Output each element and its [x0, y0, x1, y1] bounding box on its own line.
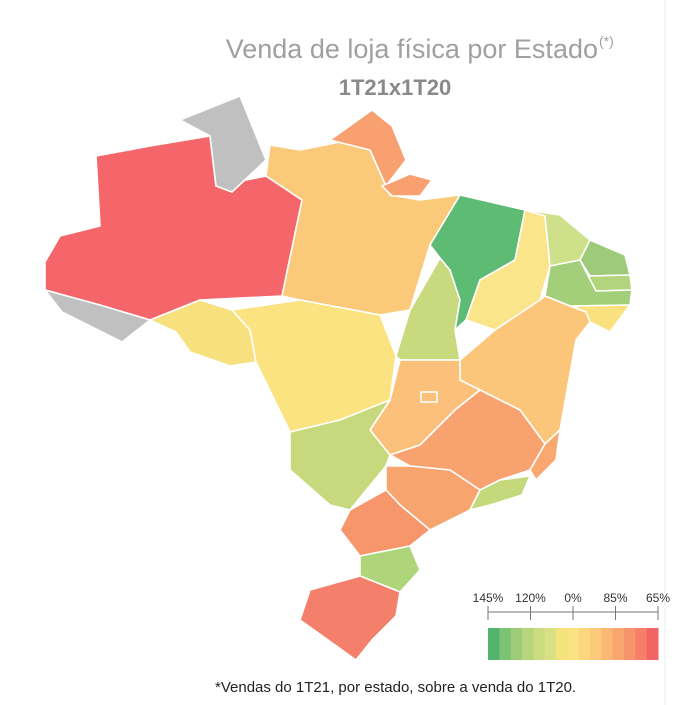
- state-rs: [299, 575, 401, 661]
- legend-label: 120%: [515, 591, 546, 605]
- legend-swatch: [578, 628, 591, 660]
- state-ap: [329, 109, 407, 187]
- legend-swatch: [510, 628, 523, 660]
- state-es: [529, 429, 561, 481]
- legend-swatch: [556, 628, 568, 660]
- legend: 145% 120% 0% 85% 65%: [473, 591, 670, 660]
- legend-swatch: [646, 628, 659, 660]
- subtitle: 1T21x1T20: [339, 75, 452, 100]
- legend-swatch: [488, 628, 500, 660]
- legend-label: 0%: [564, 591, 582, 605]
- title-note: (*): [599, 33, 614, 49]
- title: Venda de loja física por Estado: [226, 34, 598, 64]
- legend-swatch: [612, 628, 625, 660]
- legend-swatch: [533, 628, 546, 660]
- legend-swatch: [635, 628, 648, 660]
- legend-swatch: [590, 628, 602, 660]
- legend-label: 145%: [473, 591, 504, 605]
- legend-label: 85%: [603, 591, 627, 605]
- island-marajo: [381, 173, 433, 197]
- state-sc: [359, 545, 421, 593]
- legend-swatch: [567, 628, 580, 660]
- legend-swatch: [522, 628, 534, 660]
- state-rr: [179, 95, 267, 193]
- state-rj: [469, 475, 531, 511]
- legend-label: 65%: [646, 591, 670, 605]
- state-ms: [289, 399, 391, 511]
- legend-swatch: [544, 628, 557, 660]
- state-ac: [44, 289, 151, 343]
- state-pr: [339, 489, 431, 557]
- legend-swatch: [601, 628, 614, 660]
- footnote: *Vendas do 1T21, por estado, sobre a ven…: [215, 679, 576, 696]
- brazil-map: [44, 95, 633, 661]
- legend-swatch: [624, 628, 636, 660]
- legend-swatch: [499, 628, 512, 660]
- state-df: [420, 391, 438, 403]
